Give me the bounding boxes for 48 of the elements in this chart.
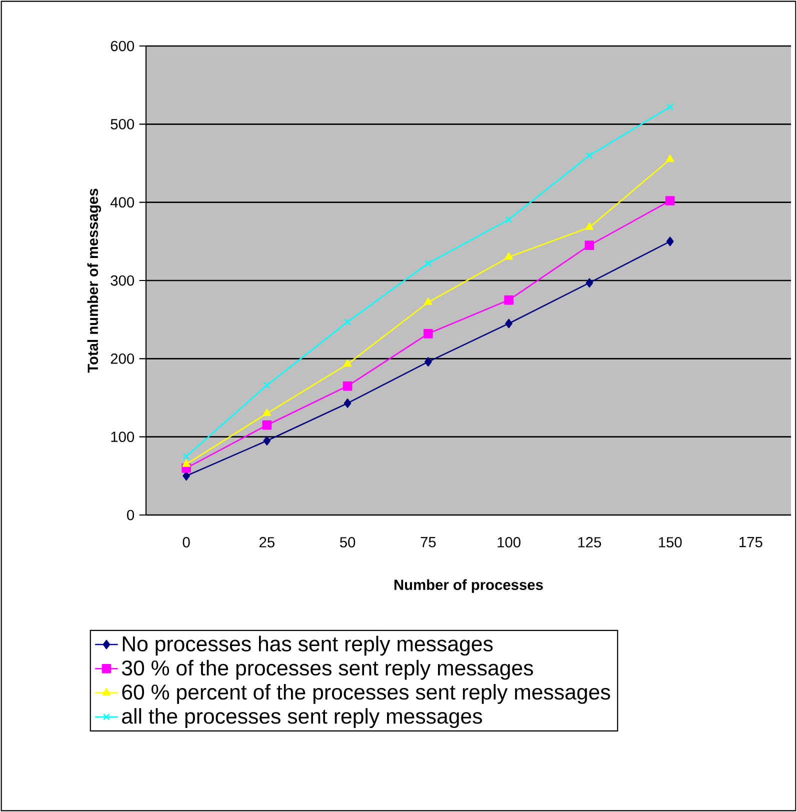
point [424, 260, 432, 267]
legend-label: 60 % percent of the processes sent reply messages [122, 684, 610, 704]
legend-label: 30 % of the processes sent reply messages [122, 660, 533, 680]
legend-label: No processes has sent reply messages [122, 636, 493, 656]
x-tick-label: 25 [260, 537, 274, 548]
point [182, 471, 190, 481]
point [504, 295, 514, 305]
y-tick-label: 200 [110, 353, 134, 364]
point [263, 436, 271, 446]
point [263, 382, 270, 389]
point [344, 318, 352, 326]
point [424, 328, 433, 338]
legend-label: all the processes sent reply messages [122, 708, 482, 728]
y-tick-label: 600 [110, 40, 134, 52]
x-tick-label: 175 [740, 537, 762, 548]
point [344, 398, 352, 408]
point [665, 196, 675, 206]
point [584, 240, 594, 250]
point [505, 216, 512, 224]
point [262, 420, 272, 430]
point [666, 236, 674, 246]
point [343, 359, 352, 367]
x-tick-label: 50 [340, 537, 356, 548]
x-tick-label: 0 [182, 537, 190, 548]
x-tick-label: 125 [578, 537, 602, 548]
x-tick-label: 75 [420, 537, 436, 548]
point [505, 318, 512, 328]
point [666, 103, 674, 110]
y-tick-label: 300 [110, 275, 134, 286]
point [262, 408, 272, 416]
point [585, 222, 594, 230]
point [342, 381, 352, 391]
point [424, 357, 432, 366]
point [182, 460, 190, 467]
y-tick-label: 100 [111, 432, 134, 442]
y-tick-label: 0 [127, 510, 134, 520]
x-axis-title: Number of processes [394, 579, 543, 593]
point [586, 278, 594, 288]
point [182, 452, 190, 460]
y-axis-title: Total number of messages [87, 188, 102, 373]
point [666, 154, 674, 162]
x-tick-label: 100 [498, 537, 520, 548]
point [586, 152, 593, 159]
point [504, 252, 513, 260]
point [424, 298, 432, 306]
y-tick-label: 500 [110, 118, 134, 130]
y-tick-label: 400 [110, 197, 134, 208]
x-tick-label: 150 [658, 537, 682, 548]
